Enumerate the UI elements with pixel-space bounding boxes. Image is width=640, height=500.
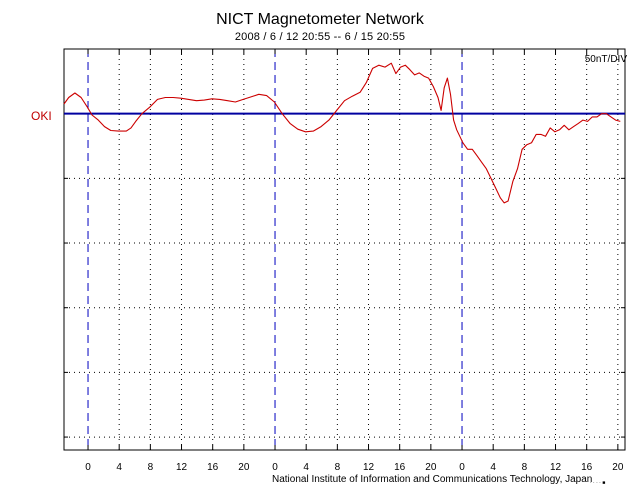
corner-marker: · · · · ■ bbox=[590, 480, 606, 486]
chart-subtitle: 2008 / 6 / 12 20:55 -- 6 / 15 20:55 bbox=[234, 31, 406, 43]
x-tick-label: 20 bbox=[425, 462, 437, 473]
x-tick-label: 16 bbox=[394, 462, 406, 473]
x-tick-label: 8 bbox=[148, 462, 154, 473]
magnetometer-series-line bbox=[63, 62, 621, 204]
x-tick-label: 16 bbox=[581, 462, 593, 473]
x-tick-label: 12 bbox=[550, 462, 562, 473]
x-tick-label: 8 bbox=[335, 462, 341, 473]
x-tick-label: 20 bbox=[238, 462, 250, 473]
x-tick-label: 4 bbox=[116, 462, 122, 473]
x-tick-label: 8 bbox=[522, 462, 528, 473]
x-tick-label: 0 bbox=[85, 462, 91, 473]
x-tick-label: 0 bbox=[272, 462, 278, 473]
x-tick-label: 12 bbox=[176, 462, 188, 473]
plot-frame bbox=[63, 48, 626, 451]
x-tick-label: 0 bbox=[459, 462, 465, 473]
scale-label: 50nT/DIV bbox=[584, 54, 627, 65]
credit-text: National Institute of Information and Co… bbox=[272, 474, 593, 485]
x-tick-label: 4 bbox=[490, 462, 496, 473]
x-tick-label: 20 bbox=[612, 462, 624, 473]
x-tick-label: 4 bbox=[303, 462, 309, 473]
x-tick-label: 12 bbox=[363, 462, 375, 473]
station-label: OKI bbox=[31, 109, 52, 123]
x-tick-label: 16 bbox=[207, 462, 219, 473]
chart-title: NICT Magnetometer Network bbox=[216, 11, 424, 28]
